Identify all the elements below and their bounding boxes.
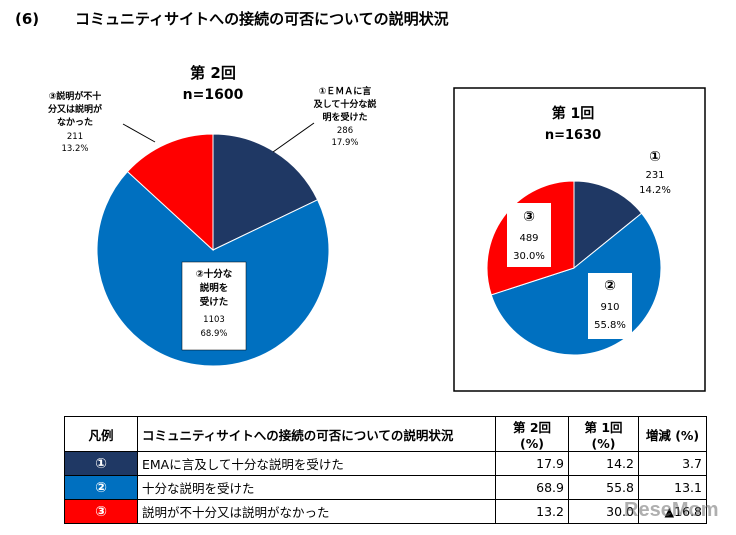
- r2-slice1-label-line2: 及して十分な説: [314, 98, 377, 110]
- r1-slice2-marker: ②: [604, 278, 616, 294]
- r1-slice3-label-box: [507, 203, 551, 267]
- page-title: (6) コミュニティサイトへの接続の可否についての説明状況: [15, 8, 449, 29]
- chart-round1-n: n=1630: [545, 128, 601, 143]
- r1-slice3-marker: ③: [523, 209, 535, 225]
- r1-slice1-marker: ①: [649, 149, 661, 165]
- r2-slice1-label-line3: 明を受けた: [322, 111, 367, 123]
- r1-slice3-count: 489: [519, 233, 538, 244]
- row-round1: 30.0: [568, 499, 639, 524]
- watermark-logo: ReseMom: [624, 499, 719, 521]
- r1-slice2-label-box: [588, 273, 632, 339]
- r2-slice3-label-line2: 分又は説明が: [48, 103, 103, 115]
- chart-round1-frame: [453, 87, 706, 392]
- header-description: コミュニティサイトへの接続の可否についての説明状況: [137, 416, 496, 452]
- r2-slice2-label-line1: ②十分な: [196, 268, 233, 280]
- r2-slice2-label-box: [181, 261, 247, 351]
- legend-swatch-1: ①: [64, 451, 138, 476]
- section-number: (6): [15, 10, 40, 28]
- row-label: EMAに言及して十分な説明を受けた: [137, 451, 496, 476]
- leader-line-r2-slice3: [122, 123, 156, 143]
- row-round1: 55.8: [568, 475, 639, 500]
- r2-slice2-pct: 68.9%: [200, 329, 227, 339]
- r1-slice1-count: 231: [645, 170, 664, 181]
- r2-slice3-label-line3: なかった: [57, 117, 93, 128]
- r1-slice3-pct: 30.0%: [513, 251, 545, 262]
- chart-round1: 第 1回 n=1630 ① 231 14.2% ③ 489 30.0% ② 91…: [486, 105, 671, 356]
- row-diff: 3.7: [638, 451, 707, 476]
- table-row: ③ 説明が不十分又は説明がなかった 13.2 30.0 ▲16.8: [64, 499, 707, 524]
- r2-pie-slice-3: [126, 133, 214, 252]
- leader-line-r2-slice1: [272, 122, 315, 153]
- header-round1: 第 1回 (%): [568, 416, 639, 452]
- r2-slice1-pct: 17.9%: [331, 138, 358, 148]
- row-label: 説明が不十分又は説明がなかった: [137, 499, 496, 524]
- row-round1: 14.2: [568, 451, 639, 476]
- r2-slice2-label-line2: 説明を: [200, 282, 229, 294]
- r2-slice2-label-line3: 受けた: [200, 296, 229, 308]
- r1-slice2-pct: 55.8%: [594, 320, 626, 331]
- r1-slice2-count: 910: [600, 302, 619, 313]
- legend-swatch-3: ③: [64, 499, 138, 524]
- legend-table: 凡例 コミュニティサイトへの接続の可否についての説明状況 第 2回 (%) 第 …: [64, 416, 707, 524]
- r2-pie-slice-1: [212, 133, 319, 251]
- r2-slice3-count: 211: [67, 132, 83, 142]
- chart-round1-title: 第 1回: [552, 105, 595, 122]
- row-label: 十分な説明を受けた: [137, 475, 496, 500]
- row-round2: 68.9: [495, 475, 569, 500]
- r2-slice1-label-line1: ①ＥＭＡに言: [319, 85, 372, 97]
- header-legend: 凡例: [64, 416, 138, 452]
- r1-slice1-pct: 14.2%: [639, 185, 671, 196]
- table-row: ② 十分な説明を受けた 68.9 55.8 13.1: [64, 475, 707, 500]
- chart-round2-title: 第 2回: [190, 64, 236, 82]
- row-round2: 17.9: [495, 451, 569, 476]
- r2-slice2-count: 1103: [203, 315, 225, 325]
- section-title: コミュニティサイトへの接続の可否についての説明状況: [75, 10, 449, 28]
- chart-round2-n: n=1600: [183, 87, 244, 103]
- r2-slice1-count: 286: [337, 126, 353, 136]
- header-diff: 増減 (%): [638, 416, 707, 452]
- header-round2: 第 2回 (%): [495, 416, 569, 452]
- row-round2: 13.2: [495, 499, 569, 524]
- table-row: ① EMAに言及して十分な説明を受けた 17.9 14.2 3.7: [64, 451, 707, 476]
- legend-table-header: 凡例 コミュニティサイトへの接続の可否についての説明状況 第 2回 (%) 第 …: [64, 416, 707, 452]
- row-diff: 13.1: [638, 475, 707, 500]
- legend-swatch-2: ②: [64, 475, 138, 500]
- r2-slice3-label-line1: ③説明が不十: [49, 90, 102, 102]
- chart-round2: 第 2回 n=1600 ①ＥＭＡに言 及して十分な説 明を受けた 286 17.…: [48, 64, 377, 367]
- row-diff: ▲16.8: [638, 499, 707, 524]
- r1-pie-slice-1: [573, 180, 643, 270]
- r2-slice3-pct: 13.2%: [61, 144, 88, 154]
